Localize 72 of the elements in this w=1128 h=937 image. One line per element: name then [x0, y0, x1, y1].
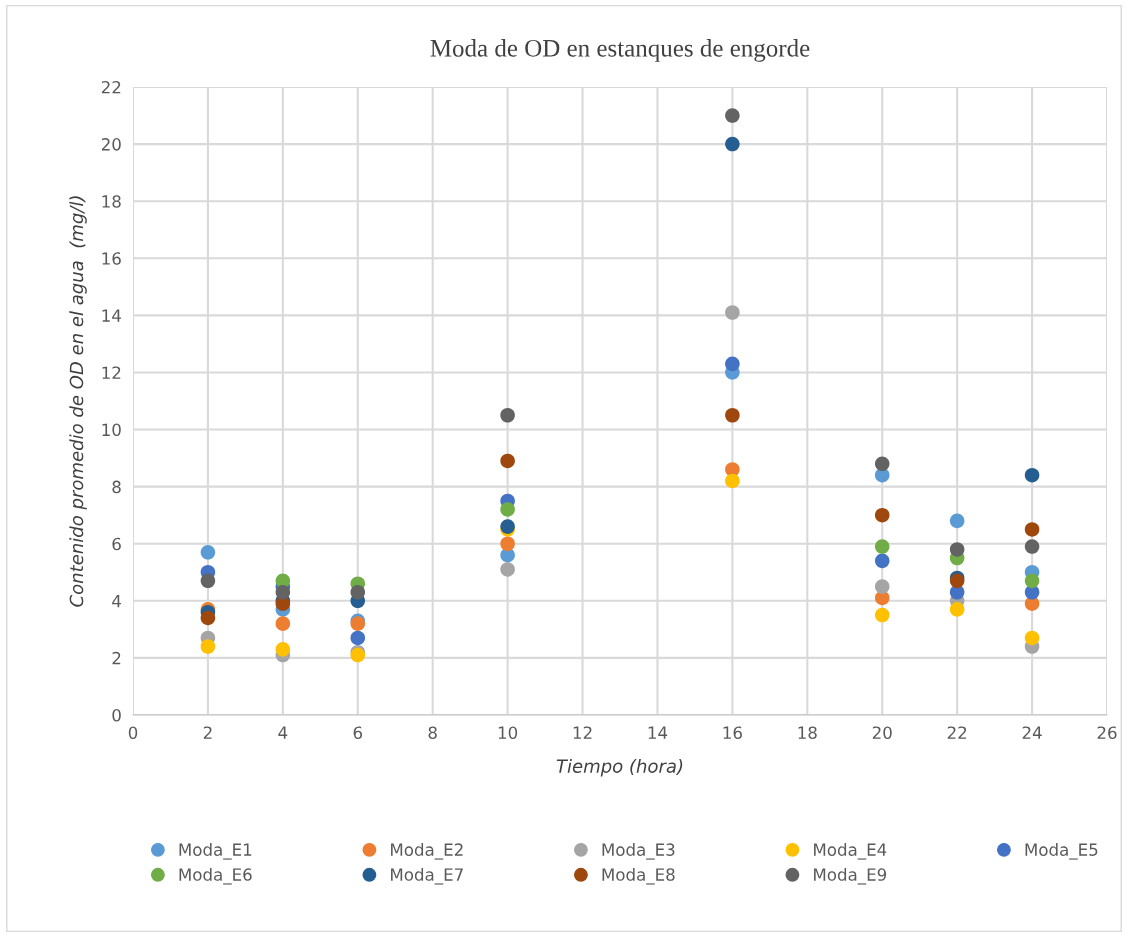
x-axis-title: Tiempo (hora)	[556, 758, 683, 777]
point	[1024, 539, 1040, 554]
legend-label: Moda_E9	[814, 867, 887, 885]
point	[500, 536, 515, 552]
point	[874, 579, 890, 594]
legend-label: Moda_E6	[179, 867, 252, 885]
point	[949, 513, 965, 529]
legend-label: Moda_E8	[602, 867, 675, 885]
y-tick-label: 10	[102, 423, 121, 437]
point	[200, 639, 216, 654]
legend-label: Moda_E7	[391, 867, 463, 885]
point	[200, 573, 216, 589]
chart-title: Moda de OD en estanques de engorde	[430, 39, 810, 62]
y-tick-label: 22	[101, 80, 121, 94]
y-tick-label: 6	[112, 537, 121, 551]
point	[874, 607, 890, 623]
point	[1024, 522, 1040, 537]
y-tick-label: 4	[112, 595, 121, 608]
point	[500, 453, 515, 469]
point	[725, 136, 740, 152]
legend-label: Moda_E4	[814, 843, 887, 860]
legend-label: Moda_E2	[391, 843, 463, 860]
point	[725, 407, 740, 423]
x-tick-label: 10	[498, 726, 518, 740]
legend-label: Moda_E3	[602, 843, 675, 860]
x-tick-label: 24	[1022, 726, 1042, 739]
point	[949, 542, 965, 557]
point	[874, 507, 890, 523]
y-tick-label: 20	[101, 138, 121, 151]
x-tick-label: 2	[203, 726, 212, 739]
point	[725, 108, 740, 123]
x-tick-label: 0	[128, 726, 138, 740]
x-tick-label: 14	[648, 726, 668, 739]
x-tick-label: 18	[798, 726, 817, 740]
point	[874, 553, 890, 569]
point	[500, 407, 515, 423]
x-tick-label: 26	[1097, 726, 1117, 740]
point	[874, 539, 890, 554]
legend-label: Moda_E5	[1025, 843, 1098, 860]
y-axis-title: Contenido promedio de OD en el agua (mg/l)	[69, 196, 87, 607]
x-tick-label: 8	[428, 726, 437, 740]
x-tick-label: 20	[872, 726, 892, 740]
point	[200, 545, 216, 560]
y-tick-label: 14	[102, 309, 121, 322]
point	[1024, 573, 1040, 589]
point	[350, 630, 366, 646]
point	[500, 502, 515, 517]
point	[874, 456, 890, 472]
x-tick-label: 4	[278, 726, 288, 739]
point	[725, 356, 740, 372]
point	[1024, 467, 1040, 483]
legend-label: Moda_E1	[179, 843, 252, 860]
point	[1024, 630, 1040, 646]
point	[275, 584, 291, 600]
point	[725, 305, 740, 320]
point	[275, 642, 291, 657]
x-tick-label: 12	[573, 726, 592, 739]
y-tick-label: 8	[112, 480, 121, 494]
point	[500, 562, 515, 577]
point	[200, 610, 216, 626]
point	[949, 602, 965, 617]
point	[725, 473, 740, 489]
x-tick-label: 22	[947, 726, 967, 739]
y-tick-label: 18	[102, 195, 121, 208]
y-tick-label: 0	[112, 708, 121, 722]
y-tick-label: 12	[102, 366, 121, 379]
point	[275, 616, 291, 631]
x-tick-label: 16	[723, 726, 742, 740]
y-tick-label: 16	[102, 252, 121, 265]
y-tick-label: 2	[112, 651, 121, 665]
point	[350, 584, 366, 600]
x-tick-label: 6	[353, 726, 363, 740]
